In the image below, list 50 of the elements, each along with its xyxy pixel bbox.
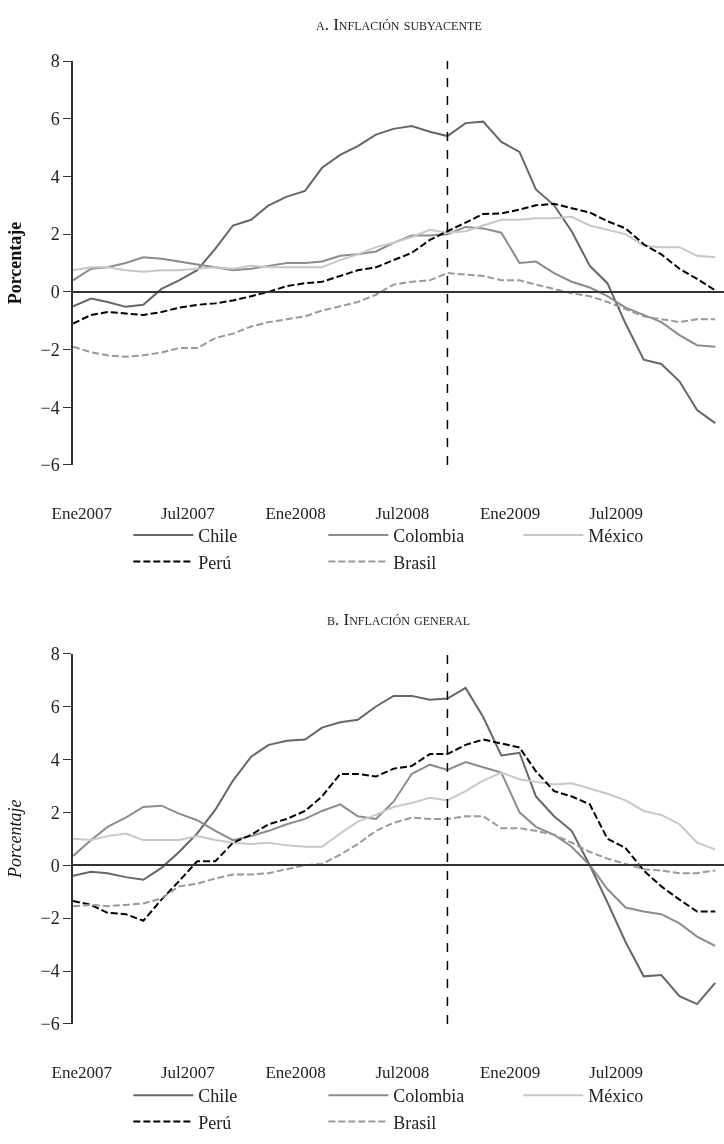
x-tick-label: Ene2009 xyxy=(479,1063,541,1083)
y-tick-label: 8 xyxy=(50,51,60,72)
chart-title: b. Inflación general xyxy=(327,610,471,629)
y-tick-label: 6 xyxy=(50,696,60,717)
y-tick-label: −4 xyxy=(40,961,60,982)
y-tick-label: 2 xyxy=(50,802,60,823)
legend-label: Brasil xyxy=(393,1112,437,1133)
legend-label: Colombia xyxy=(393,1086,465,1107)
chart-title: a. Inflación subyacente xyxy=(316,15,482,34)
line-series xyxy=(73,761,717,947)
legend-label: Brasil xyxy=(393,552,437,573)
x-tick-label: Ene2007 xyxy=(51,1063,113,1083)
y-tick-label: −2 xyxy=(40,908,60,929)
legend-label: Perú xyxy=(198,552,232,573)
x-tick-label: Ene2007 xyxy=(51,503,113,523)
x-tick-label: Jul2009 xyxy=(589,1063,644,1083)
line-series xyxy=(73,686,717,1006)
line-series xyxy=(73,120,717,425)
y-tick-label: 8 xyxy=(50,643,60,664)
x-tick-label: Jul2009 xyxy=(589,503,644,523)
legend-label: Chile xyxy=(198,1086,238,1107)
y-tick-label: 4 xyxy=(50,749,60,770)
line-series xyxy=(73,215,717,273)
line-series xyxy=(73,272,717,358)
legend-label: México xyxy=(588,1086,644,1107)
line-series xyxy=(73,815,717,908)
y-tick-label: 2 xyxy=(50,224,60,245)
legend-label: México xyxy=(588,526,644,547)
y-tick-label: −2 xyxy=(40,339,60,360)
legend-label: Chile xyxy=(198,526,238,547)
x-tick-label: Ene2009 xyxy=(479,503,541,523)
x-tick-label: Jul2007 xyxy=(160,503,216,523)
y-axis-title: Porcentaje xyxy=(5,221,26,305)
line-series xyxy=(73,225,717,348)
line-series xyxy=(73,771,717,851)
y-tick-label: 6 xyxy=(50,109,60,130)
y-tick-label: −4 xyxy=(40,397,60,418)
y-tick-label: −6 xyxy=(40,1014,60,1035)
y-tick-label: 0 xyxy=(50,282,60,303)
y-axis-title: Porcentaje xyxy=(5,799,26,879)
x-tick-label: Jul2007 xyxy=(160,1063,216,1083)
x-tick-label: Ene2008 xyxy=(265,1063,326,1083)
y-tick-label: 4 xyxy=(50,166,60,187)
legend-label: Perú xyxy=(198,1112,232,1133)
x-tick-label: Jul2008 xyxy=(375,503,430,523)
y-tick-label: 0 xyxy=(50,855,60,876)
x-tick-label: Ene2008 xyxy=(265,503,326,523)
y-tick-label: −6 xyxy=(40,455,60,476)
legend-label: Colombia xyxy=(393,526,465,547)
x-tick-label: Jul2008 xyxy=(375,1063,430,1083)
